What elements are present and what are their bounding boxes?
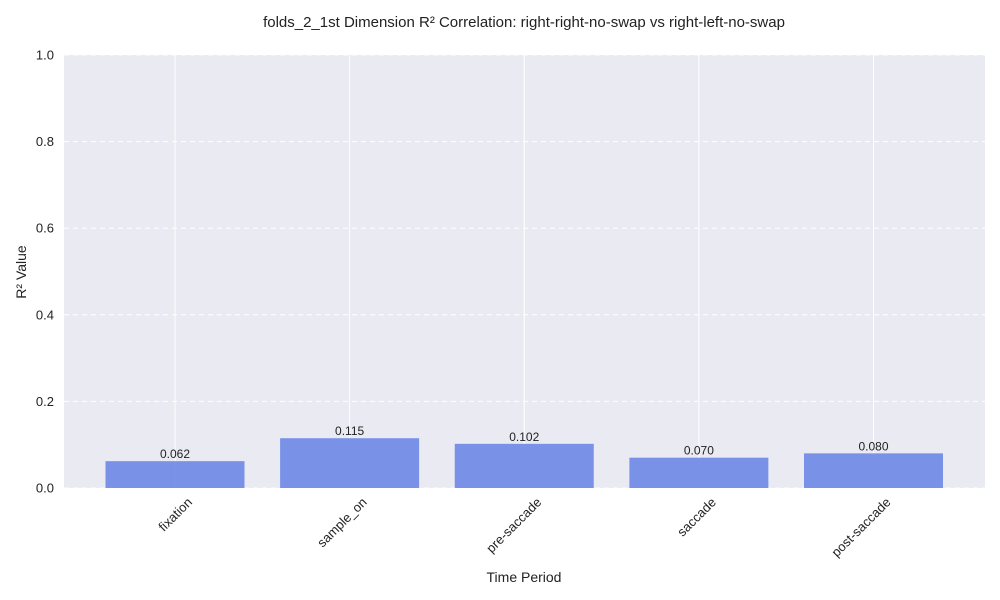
bar bbox=[280, 438, 420, 488]
x-tick-label: fixation bbox=[155, 495, 195, 535]
y-tick-label: 1.0 bbox=[36, 48, 54, 63]
grid-lines bbox=[64, 54, 985, 489]
y-tick-label: 0.0 bbox=[36, 481, 54, 496]
y-tick-label: 0.4 bbox=[36, 307, 54, 322]
bar-data-label: 0.115 bbox=[335, 424, 364, 438]
x-tick-label: saccade bbox=[674, 495, 719, 540]
x-tick-label: post-saccade bbox=[828, 495, 893, 560]
chart-title: folds_2_1st Dimension R² Correlation: ri… bbox=[263, 14, 785, 31]
x-tick-label: pre-saccade bbox=[483, 495, 544, 556]
bar-data-label: 0.102 bbox=[509, 430, 539, 444]
y-tick-label: 0.8 bbox=[36, 134, 54, 149]
bar-data-label: 0.062 bbox=[160, 447, 190, 461]
bar bbox=[804, 453, 943, 488]
bar-data-label: 0.070 bbox=[684, 444, 714, 458]
y-axis-ticks: 0.0 0.2 0.4 0.6 0.8 1.0 bbox=[36, 48, 54, 496]
x-axis-categories: fixation sample_on pre-saccade saccade post-… bbox=[155, 495, 893, 560]
x-axis-label: Time Period bbox=[487, 569, 562, 585]
bars: 0.062 0.115 0.102 0.070 0.080 bbox=[105, 424, 943, 488]
bar bbox=[629, 457, 769, 488]
y-tick-label: 0.6 bbox=[36, 221, 54, 236]
bar-data-label: 0.080 bbox=[858, 439, 888, 453]
y-axis-label: R² Value bbox=[13, 245, 29, 299]
bar bbox=[105, 461, 245, 488]
bar bbox=[454, 443, 594, 488]
x-tick-label: sample_on bbox=[314, 495, 370, 551]
y-tick-label: 0.2 bbox=[36, 394, 54, 409]
